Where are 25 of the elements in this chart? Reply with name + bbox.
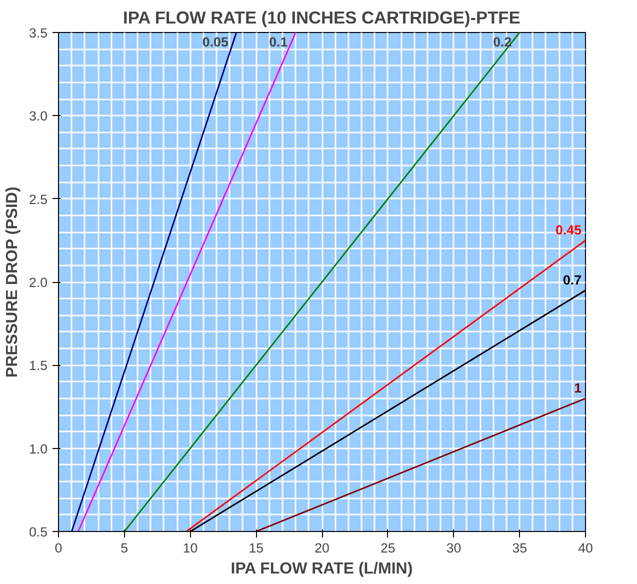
y-tick-label: 3.0 — [28, 108, 48, 124]
x-tick-label: 20 — [314, 540, 330, 556]
y-tick-label: 1.0 — [28, 441, 48, 456]
chart-title: IPA FLOW RATE (10 INCHES CARTRIDGE)-PTFE — [123, 8, 520, 28]
series-label: 0.1 — [269, 34, 288, 50]
series-label: 0.2 — [493, 34, 512, 50]
x-tick-label: 25 — [380, 540, 396, 556]
x-tick-label: 5 — [120, 540, 128, 556]
x-tick-label: 40 — [578, 540, 593, 556]
x-tick-label: 10 — [182, 540, 198, 556]
x-axis-title: IPA FLOW RATE (L/MIN) — [230, 560, 413, 578]
y-axis-title: PRESSURE DROP (PSID) — [4, 186, 21, 378]
y-tick-label: 0.5 — [28, 524, 48, 540]
y-tick-label: 2.0 — [28, 275, 48, 290]
series-label: 1 — [574, 380, 582, 396]
series-label: 0.7 — [562, 272, 582, 288]
x-tick-label: 30 — [446, 540, 462, 556]
x-tick-label: 35 — [512, 540, 528, 556]
y-tick-label: 1.5 — [28, 358, 48, 374]
series-label: 0.05 — [202, 34, 229, 50]
series-label: 0.45 — [556, 222, 582, 238]
y-tick-label: 3.5 — [28, 26, 48, 40]
x-tick-label: 15 — [248, 540, 264, 556]
y-tick-label: 2.5 — [28, 192, 48, 207]
x-tick-label: 0 — [54, 540, 62, 556]
